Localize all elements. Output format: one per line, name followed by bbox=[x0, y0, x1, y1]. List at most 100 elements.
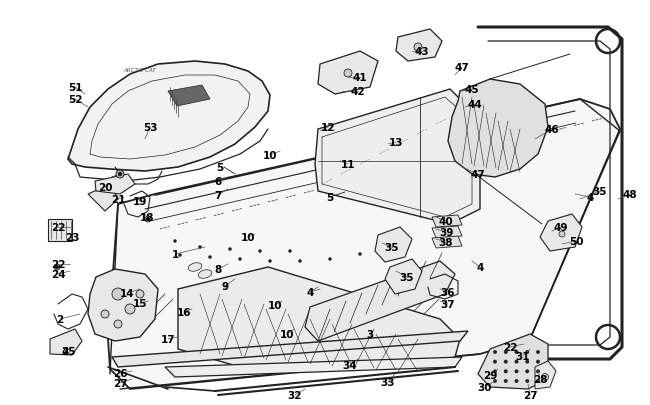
Text: 2: 2 bbox=[57, 314, 64, 324]
Circle shape bbox=[536, 360, 540, 364]
Polygon shape bbox=[305, 261, 455, 341]
Text: 45: 45 bbox=[465, 85, 479, 95]
Text: 38: 38 bbox=[439, 237, 453, 247]
Text: 18: 18 bbox=[140, 213, 154, 222]
Text: 10: 10 bbox=[240, 232, 255, 243]
Circle shape bbox=[55, 266, 58, 269]
Text: 22: 22 bbox=[502, 342, 517, 352]
Circle shape bbox=[54, 264, 60, 270]
Text: 5: 5 bbox=[216, 162, 224, 173]
Circle shape bbox=[229, 248, 231, 251]
Circle shape bbox=[504, 350, 508, 354]
Text: 36: 36 bbox=[441, 287, 455, 297]
Circle shape bbox=[493, 379, 497, 383]
Circle shape bbox=[136, 290, 144, 298]
Polygon shape bbox=[432, 237, 462, 248]
Polygon shape bbox=[48, 220, 72, 241]
Polygon shape bbox=[432, 226, 462, 239]
Text: 53: 53 bbox=[143, 123, 157, 133]
Circle shape bbox=[536, 379, 540, 383]
Text: 20: 20 bbox=[98, 183, 112, 192]
Circle shape bbox=[289, 250, 291, 253]
Text: 49: 49 bbox=[554, 222, 568, 232]
Text: 51: 51 bbox=[68, 83, 83, 93]
Ellipse shape bbox=[198, 270, 212, 279]
Text: 50: 50 bbox=[569, 237, 583, 246]
Text: 47: 47 bbox=[454, 63, 469, 73]
Polygon shape bbox=[315, 90, 480, 224]
Text: 42: 42 bbox=[351, 87, 365, 97]
Circle shape bbox=[116, 171, 124, 179]
Polygon shape bbox=[178, 267, 460, 367]
Text: 40: 40 bbox=[439, 216, 453, 226]
Text: 33: 33 bbox=[381, 377, 395, 387]
Polygon shape bbox=[478, 334, 548, 389]
Circle shape bbox=[389, 248, 391, 251]
Ellipse shape bbox=[213, 280, 227, 288]
Circle shape bbox=[493, 350, 497, 354]
Circle shape bbox=[118, 173, 122, 177]
Text: 27: 27 bbox=[523, 390, 538, 400]
Text: 14: 14 bbox=[120, 288, 135, 298]
Text: 4: 4 bbox=[306, 287, 314, 297]
Polygon shape bbox=[448, 80, 548, 177]
Polygon shape bbox=[385, 259, 422, 294]
Polygon shape bbox=[432, 215, 462, 228]
Polygon shape bbox=[95, 175, 135, 194]
Text: 11: 11 bbox=[341, 160, 356, 170]
Circle shape bbox=[101, 310, 109, 318]
Ellipse shape bbox=[243, 300, 257, 309]
Circle shape bbox=[504, 379, 508, 383]
Text: 29: 29 bbox=[483, 370, 497, 380]
Text: 41: 41 bbox=[353, 73, 367, 83]
Circle shape bbox=[541, 373, 549, 381]
Circle shape bbox=[209, 256, 211, 259]
Text: 52: 52 bbox=[68, 95, 83, 105]
Circle shape bbox=[114, 320, 122, 328]
Text: 22: 22 bbox=[51, 259, 65, 269]
Text: 23: 23 bbox=[65, 232, 79, 243]
Text: 13: 13 bbox=[389, 138, 403, 148]
Circle shape bbox=[504, 360, 508, 364]
Text: 8: 8 bbox=[214, 264, 222, 274]
Circle shape bbox=[259, 250, 261, 253]
Circle shape bbox=[239, 258, 242, 261]
Text: 44: 44 bbox=[467, 100, 482, 110]
Circle shape bbox=[504, 370, 508, 373]
Text: 35: 35 bbox=[400, 272, 414, 282]
Circle shape bbox=[515, 350, 518, 354]
Circle shape bbox=[515, 379, 518, 383]
Text: 19: 19 bbox=[133, 196, 147, 207]
Polygon shape bbox=[88, 185, 118, 211]
Text: 15: 15 bbox=[133, 298, 148, 308]
Circle shape bbox=[146, 218, 150, 221]
Text: 6: 6 bbox=[214, 177, 222, 187]
Text: ARCTIC CAT: ARCTIC CAT bbox=[124, 68, 157, 73]
Circle shape bbox=[174, 240, 177, 243]
Circle shape bbox=[179, 254, 181, 257]
Text: 39: 39 bbox=[439, 228, 453, 237]
Text: 4: 4 bbox=[586, 192, 593, 202]
Text: 10: 10 bbox=[280, 329, 294, 339]
Circle shape bbox=[344, 70, 352, 78]
Text: 35: 35 bbox=[385, 243, 399, 252]
Polygon shape bbox=[535, 361, 556, 389]
Text: 32: 32 bbox=[288, 390, 302, 400]
Circle shape bbox=[559, 231, 565, 237]
Polygon shape bbox=[68, 62, 270, 172]
Text: 9: 9 bbox=[222, 281, 229, 291]
Circle shape bbox=[328, 258, 332, 261]
Circle shape bbox=[525, 350, 529, 354]
Polygon shape bbox=[165, 357, 462, 377]
Circle shape bbox=[125, 304, 135, 314]
Circle shape bbox=[525, 379, 529, 383]
Text: 22: 22 bbox=[51, 222, 65, 232]
Polygon shape bbox=[108, 100, 620, 389]
Text: 47: 47 bbox=[471, 170, 486, 179]
Circle shape bbox=[198, 246, 202, 249]
Circle shape bbox=[515, 360, 518, 364]
Polygon shape bbox=[168, 86, 210, 107]
Text: 16: 16 bbox=[177, 307, 191, 317]
Polygon shape bbox=[318, 52, 378, 95]
Text: 26: 26 bbox=[112, 368, 127, 378]
